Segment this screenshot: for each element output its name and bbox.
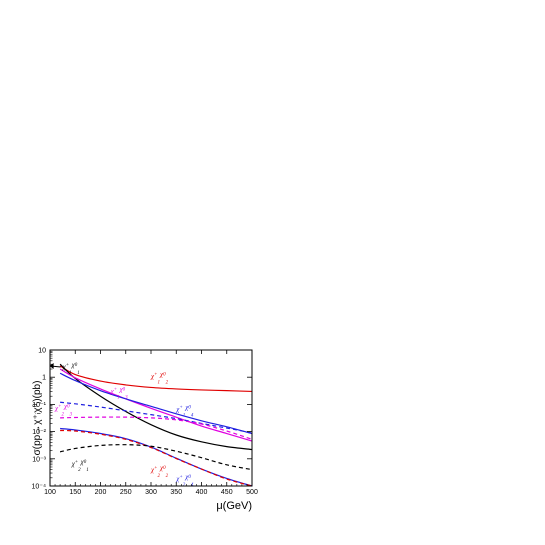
curve-label-7: χ+2χ02: [150, 464, 169, 479]
x-tick-label: 300: [145, 489, 157, 496]
y-tick-label: 10⁻²: [32, 429, 46, 436]
series-line-9: [59, 444, 253, 471]
series-line-6: [60, 416, 253, 440]
axis-ticks: 100 150 200 250 300 350 400 450 500 10 1 10⁻¹ 10⁻² 10…: [32, 348, 258, 497]
y-axis-label: σ(pp→χ⁺ᵢχ⁰ⱼ)(pb): [32, 381, 43, 456]
x-axis-label: μ(GeV): [216, 500, 252, 512]
x-tick-label: 100: [44, 489, 56, 496]
series-line-4: [59, 372, 253, 435]
y-tick-label: 10: [38, 348, 46, 355]
y-tick-label: 1: [42, 375, 46, 382]
series-line-3: [59, 368, 253, 442]
y-tick-label: 10⁻⁴: [32, 484, 47, 491]
series-line-1: [59, 365, 253, 393]
curve-label-6: χ+2χ01: [71, 458, 89, 473]
annotation-arrow-head: [49, 363, 54, 370]
x-tick-label: 450: [221, 489, 233, 496]
curve-label-5: χ+2χ03: [54, 402, 73, 417]
series-line-5: [60, 401, 253, 434]
curve-label-1: χ+1χ01: [62, 361, 80, 376]
x-tick-label: 350: [170, 489, 182, 496]
curve-label-4: χ+1χ04: [175, 403, 194, 418]
y-tick-label: 10⁻¹: [32, 402, 46, 409]
series-line-8: [60, 429, 253, 487]
x-tick-label: 250: [120, 489, 132, 496]
chart-marks: χ+1χ01 χ+1χ02 χ+1χ03 χ+1χ04 χ+2χ03 χ+2χ01 χ+2χ…: [49, 361, 253, 488]
curve-label-2: χ+1χ02: [150, 370, 169, 385]
x-tick-label: 150: [69, 489, 81, 496]
x-tick-label: 400: [196, 489, 208, 496]
x-tick-label: 500: [246, 489, 258, 496]
x-tick-label: 200: [95, 489, 107, 496]
y-tick-label: 10⁻³: [32, 456, 46, 463]
curve-label-3: χ+1χ03: [110, 386, 129, 401]
